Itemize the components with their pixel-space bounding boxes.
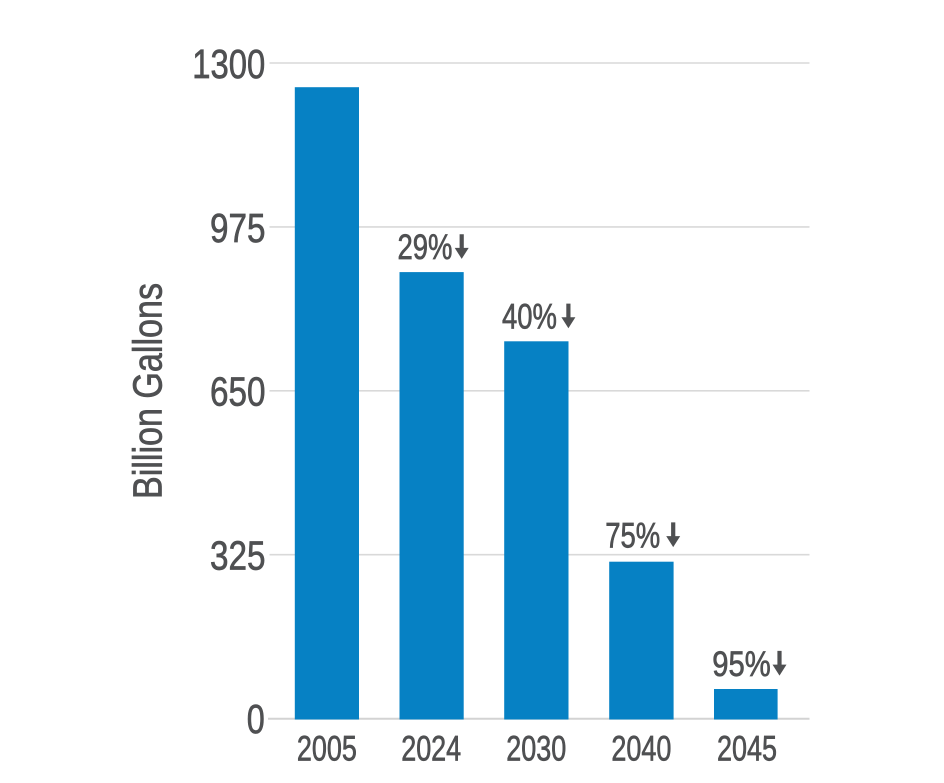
svg-text:650: 650 (210, 369, 266, 415)
svg-text:2005: 2005 (297, 728, 357, 768)
svg-text:975: 975 (210, 205, 266, 251)
svg-text:1300: 1300 (192, 41, 265, 87)
svg-text:2045: 2045 (717, 728, 777, 768)
svg-text:Billion Gallons: Billion Gallons (125, 283, 171, 499)
svg-text:75%: 75% (605, 515, 660, 555)
svg-text:29%: 29% (398, 227, 453, 267)
svg-text:2040: 2040 (611, 728, 671, 768)
svg-text:0: 0 (247, 696, 265, 742)
svg-text:2030: 2030 (506, 728, 566, 768)
svg-text:40%: 40% (502, 297, 557, 337)
svg-text:325: 325 (210, 533, 266, 579)
svg-text:95%: 95% (712, 644, 771, 684)
svg-text:2024: 2024 (401, 728, 461, 768)
